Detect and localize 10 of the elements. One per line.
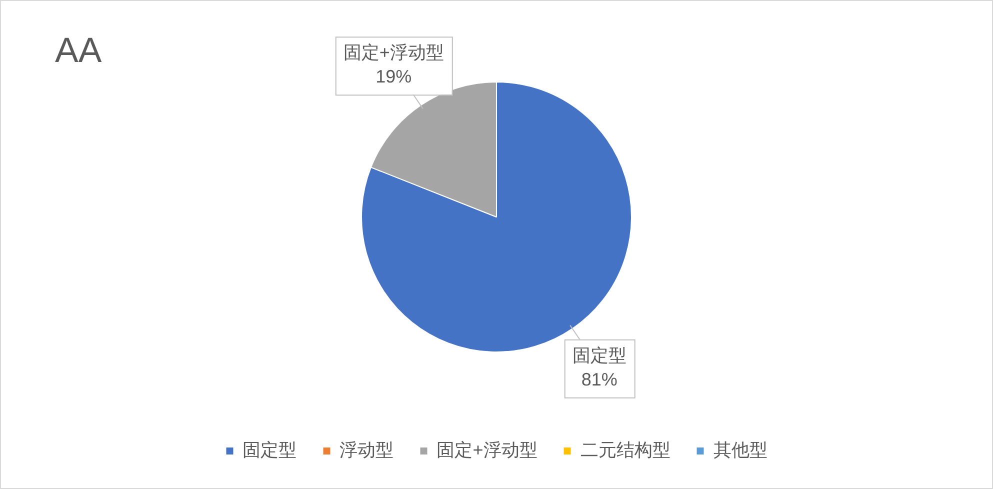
chart-title: AA: [55, 31, 102, 70]
slice-label: 固定+浮动型: [343, 42, 444, 63]
slice-label: 固定型: [572, 345, 626, 366]
legend-label: 其他型: [713, 440, 768, 460]
legend-label: 固定型: [242, 440, 297, 460]
legend-label: 固定+浮动型: [436, 440, 538, 460]
data-label: 19%: [376, 66, 412, 87]
legend-label: 浮动型: [340, 440, 394, 460]
data-label: 81%: [581, 369, 618, 390]
legend-label: 二元结构型: [580, 440, 670, 460]
